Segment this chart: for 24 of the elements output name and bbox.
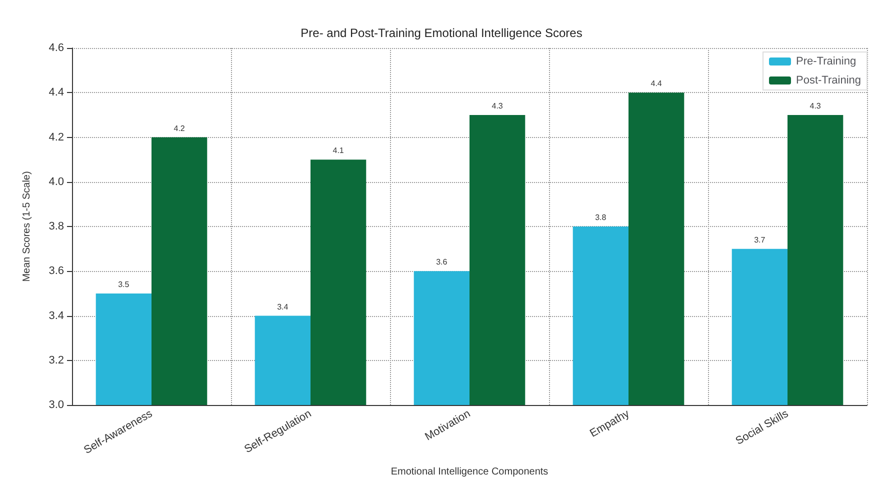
x-axis-title: Emotional Intelligence Components bbox=[390, 466, 548, 478]
y-tick-label: 4.6 bbox=[48, 42, 64, 54]
data-label: 3.6 bbox=[436, 258, 448, 267]
y-tick-label: 3.6 bbox=[48, 265, 64, 278]
data-label: 4.1 bbox=[332, 146, 344, 156]
y-tick-label: 4.0 bbox=[48, 176, 64, 188]
data-label: 4.4 bbox=[650, 79, 662, 88]
chart-title: Pre- and Post-Training Emotional Intelligence Scores bbox=[300, 26, 582, 40]
data-label: 4.3 bbox=[810, 101, 822, 110]
legend-label: Post-Training bbox=[796, 74, 862, 86]
y-tick-label: 3.2 bbox=[48, 354, 64, 366]
data-label: 3.8 bbox=[595, 213, 607, 222]
data-label: 3.5 bbox=[118, 280, 130, 289]
data-label: 3.4 bbox=[277, 302, 289, 312]
data-label: 3.7 bbox=[754, 235, 766, 244]
y-tick-label: 3.4 bbox=[48, 310, 64, 322]
y-tick-label: 4.2 bbox=[48, 131, 64, 144]
data-label: 4.2 bbox=[174, 124, 186, 133]
y-tick-label: 4.4 bbox=[48, 86, 64, 99]
y-axis-title: Mean Scores (1-5 Scale) bbox=[22, 171, 32, 282]
y-tick-label: 3.0 bbox=[48, 399, 64, 411]
legend-label: Pre-Training bbox=[796, 56, 856, 68]
y-tick-label: 3.8 bbox=[48, 220, 64, 232]
data-label: 4.3 bbox=[492, 101, 504, 110]
